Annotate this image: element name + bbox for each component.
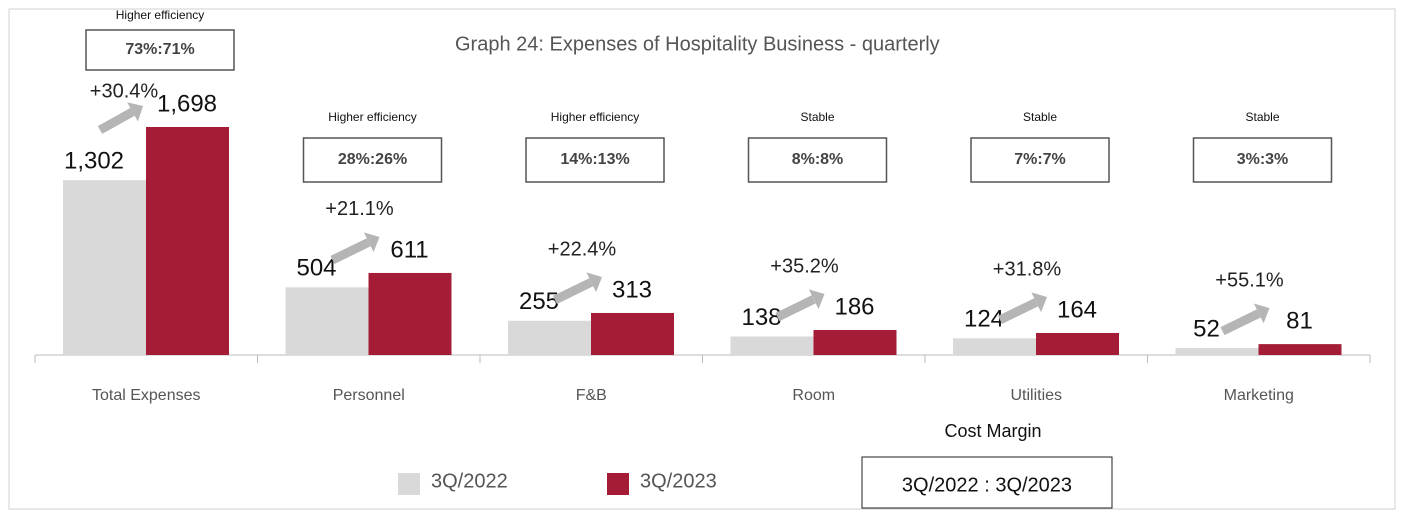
value-label: 1,302: [64, 148, 124, 175]
growth-arrow-head: [1031, 292, 1047, 313]
legend-label: 3Q/2023: [640, 470, 717, 492]
growth-arrow-head: [808, 289, 825, 310]
efficiency-label: Stable: [1023, 110, 1057, 124]
ratio-label: 73%:71%: [125, 41, 194, 58]
x-tick-label: Personnel: [333, 387, 405, 404]
bar: [1175, 348, 1259, 355]
bar: [953, 338, 1036, 355]
ratio-label: 7%:7%: [1014, 151, 1066, 168]
bar: [63, 180, 146, 355]
growth-arrow-head: [127, 102, 143, 122]
growth-arrow: [553, 278, 594, 305]
growth-label: +35.2%: [770, 255, 839, 277]
value-label: 164: [1057, 296, 1097, 323]
ratio-box: [85, 29, 235, 71]
cost-margin-box: [861, 456, 1113, 509]
x-tick-label: Total Expenses: [92, 387, 201, 404]
value-label: 313: [612, 276, 652, 303]
ratio-label: 28%:26%: [338, 151, 407, 168]
value-label: 52: [1193, 315, 1220, 342]
cost-margin-title: Cost Margin: [944, 421, 1041, 441]
value-label: 1,698: [157, 90, 217, 117]
legend-label: 3Q/2022: [431, 470, 508, 492]
ratio-box: [525, 137, 665, 183]
growth-arrow: [1220, 309, 1261, 336]
x-tick-label: Marketing: [1224, 387, 1294, 404]
growth-arrow: [97, 107, 135, 134]
ratio-box: [970, 137, 1110, 183]
bar: [368, 272, 452, 355]
growth-label: +21.1%: [325, 198, 394, 220]
growth-arrow-head: [586, 272, 602, 293]
value-label: 255: [519, 288, 559, 315]
bar: [591, 312, 674, 355]
growth-arrow: [998, 298, 1039, 325]
growth-label: +55.1%: [1215, 269, 1284, 291]
chart-title: Graph 24: Expenses of Hospitality Busine…: [455, 33, 940, 55]
ratio-label: 3%:3%: [1237, 151, 1289, 168]
legend-swatch: [398, 473, 420, 495]
x-tick-label: Utilities: [1010, 387, 1062, 404]
growth-arrow: [330, 238, 371, 264]
chart-border: [8, 8, 1396, 510]
growth-arrow-head: [363, 232, 380, 253]
bar: [1036, 332, 1119, 355]
bar: [508, 320, 591, 355]
growth-label: +30.4%: [90, 80, 159, 102]
bar: [285, 287, 369, 355]
bar: [146, 127, 229, 355]
value-label: 81: [1286, 307, 1313, 334]
cost-margin-text: 3Q/2022 : 3Q/2023: [902, 474, 1072, 496]
value-label: 138: [741, 304, 781, 331]
ratio-label: 8%:8%: [792, 151, 844, 168]
efficiency-label: Higher efficiency: [551, 110, 640, 124]
efficiency-label: Higher efficiency: [116, 8, 205, 22]
value-label: 611: [390, 236, 428, 263]
legend-swatch: [607, 473, 629, 495]
growth-label: +31.8%: [993, 258, 1062, 280]
x-tick-label: Room: [792, 387, 835, 404]
value-label: 186: [834, 293, 874, 320]
ratio-box: [1192, 137, 1333, 183]
bar: [813, 330, 897, 355]
growth-arrow-head: [1253, 303, 1270, 324]
efficiency-label: Higher efficiency: [328, 110, 417, 124]
bar: [1258, 344, 1342, 355]
value-label: 504: [296, 255, 336, 282]
ratio-label: 14%:13%: [560, 151, 629, 168]
efficiency-label: Stable: [800, 110, 834, 124]
ratio-box: [747, 137, 888, 183]
bar: [730, 336, 814, 355]
growth-label: +22.4%: [548, 238, 617, 260]
growth-arrow: [775, 295, 816, 322]
x-tick-label: F&B: [576, 387, 607, 404]
ratio-box: [302, 137, 443, 183]
value-label: 124: [964, 306, 1004, 333]
efficiency-label: Stable: [1245, 110, 1279, 124]
